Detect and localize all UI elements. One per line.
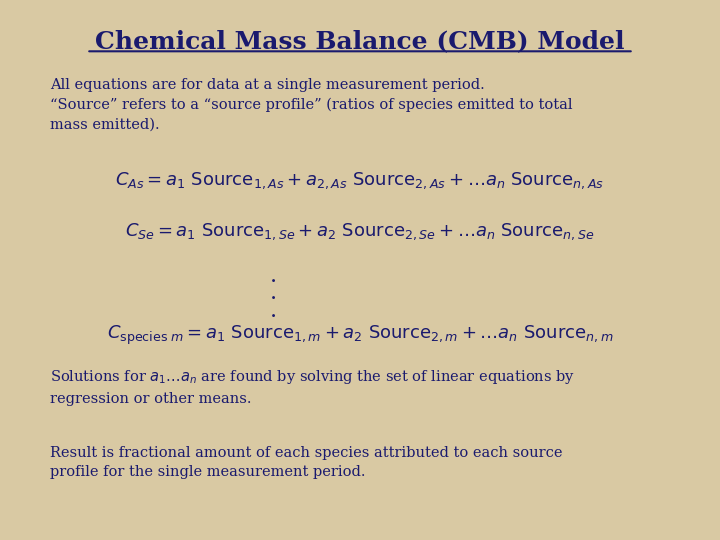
Text: $C_{\mathrm{species}\ m} = a_1\ \mathrm{Source}_{1,m} + a_2\ \mathrm{Source}_{2,: $C_{\mathrm{species}\ m} = a_1\ \mathrm{… [107, 324, 613, 347]
Text: .: . [270, 282, 277, 305]
Text: $C_{Se} = a_1\ \mathrm{Source}_{1,Se} + a_2\ \mathrm{Source}_{2,Se} + \ldots a_n: $C_{Se} = a_1\ \mathrm{Source}_{1,Se} + … [125, 221, 595, 242]
Text: Solutions for $a_1 \ldots a_n$ are found by solving the set of linear equations : Solutions for $a_1 \ldots a_n$ are found… [50, 368, 575, 406]
Text: All equations are for data at a single measurement period.
“Source” refers to a : All equations are for data at a single m… [50, 78, 573, 132]
Text: Result is fractional amount of each species attributed to each source
profile fo: Result is fractional amount of each spec… [50, 446, 563, 479]
Text: Chemical Mass Balance (CMB) Model: Chemical Mass Balance (CMB) Model [95, 30, 625, 53]
Text: .: . [270, 265, 277, 287]
Text: $C_{As} = a_1\ \mathrm{Source}_{1,As} + a_{2,As}\ \mathrm{Source}_{2,As} + \ldot: $C_{As} = a_1\ \mathrm{Source}_{1,As} + … [115, 170, 605, 191]
Text: .: . [270, 300, 277, 322]
